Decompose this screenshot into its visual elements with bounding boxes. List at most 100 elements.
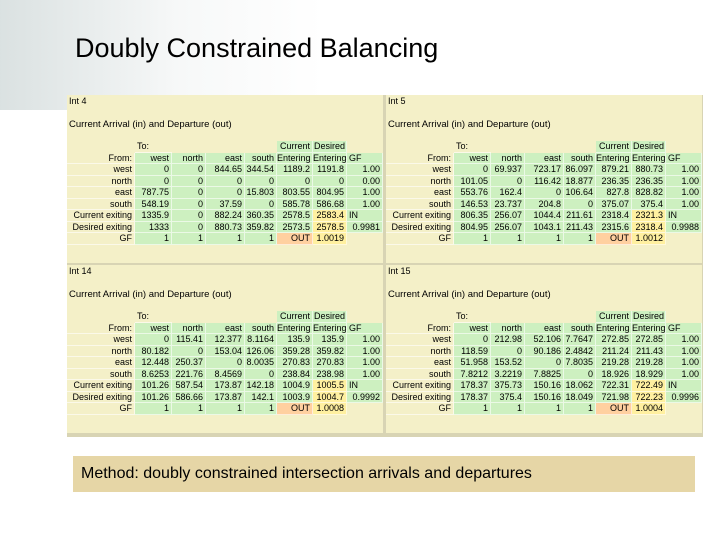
panel: Int 4 Current Arrival (in) and Departure … bbox=[67, 95, 383, 263]
table-cell: 882.24 bbox=[206, 210, 245, 222]
table-row: east 51.958 153.52 0 7.8035 219.28 219.28 1.00 bbox=[386, 357, 702, 369]
table-cell: 178.37 bbox=[454, 391, 491, 403]
table-cell: east bbox=[386, 187, 454, 199]
table-cell: 0 bbox=[454, 164, 491, 176]
table-cell: 1.00 bbox=[666, 175, 702, 187]
column-header: east bbox=[525, 322, 564, 334]
table-cell: 256.07 bbox=[491, 210, 525, 222]
table-cell: 15.803 bbox=[245, 187, 277, 199]
column-header: west bbox=[454, 322, 491, 334]
table-cell: 803.55 bbox=[277, 187, 313, 199]
table-cell: 1 bbox=[454, 403, 491, 415]
table-cell: 1.00 bbox=[347, 187, 383, 199]
table-cell: 1 bbox=[245, 403, 277, 415]
table-cell: 880.73 bbox=[632, 164, 666, 176]
table-cell: 0.00 bbox=[347, 175, 383, 187]
table-cell: 548.19 bbox=[135, 198, 172, 210]
table-cell: 18.877 bbox=[564, 175, 596, 187]
column-header: GF bbox=[347, 322, 383, 334]
table-cell: 0 bbox=[313, 175, 347, 187]
table-cell: 90.186 bbox=[525, 345, 564, 357]
table-cell: 18.049 bbox=[564, 391, 596, 403]
table-cell: east bbox=[67, 187, 135, 199]
table-cell: 344.54 bbox=[245, 164, 277, 176]
table-cell: east bbox=[67, 357, 135, 369]
table-row: Desired exiting 1333 0 880.73 359.82 2573.5 25… bbox=[67, 221, 383, 233]
table-cell: 1.0004 bbox=[632, 403, 666, 415]
table-cell: 1 bbox=[454, 233, 491, 245]
panel-subtitle: Current Arrival (in) and Departure (out) bbox=[69, 119, 232, 130]
table-row: west 0 0 844.65 344.54 1189.2 1191.8 1.00 bbox=[67, 164, 383, 176]
table-cell: 12.377 bbox=[206, 334, 245, 346]
table-cell: 69.937 bbox=[491, 164, 525, 176]
table-cell: 86.097 bbox=[564, 164, 596, 176]
header-row: From: west north east south Entering Entering G… bbox=[386, 152, 702, 164]
table-cell: 52.106 bbox=[525, 334, 564, 346]
panel-subtitle: Current Arrival (in) and Departure (out) bbox=[388, 289, 551, 300]
table-cell: 150.16 bbox=[525, 380, 564, 392]
header-row: To: Current Desired bbox=[67, 141, 383, 153]
column-header: south bbox=[564, 322, 596, 334]
table-cell: 7.7647 bbox=[564, 334, 596, 346]
table-cell: 1 bbox=[206, 233, 245, 245]
header-cell: To: bbox=[454, 141, 491, 153]
table-cell: 723.17 bbox=[525, 164, 564, 176]
header-row: From: west north east south Entering Entering G… bbox=[67, 322, 383, 334]
table-cell: 0 bbox=[525, 187, 564, 199]
table-cell: south bbox=[67, 198, 135, 210]
column-header: Entering bbox=[277, 152, 313, 164]
table-cell: 0 bbox=[564, 198, 596, 210]
table-cell: 0.9992 bbox=[347, 391, 383, 403]
table-cell: 212.98 bbox=[491, 334, 525, 346]
table-row: Current exiting 806.35 256.07 1044.4 211.61 2… bbox=[386, 210, 702, 222]
table-cell: Current exiting bbox=[386, 210, 454, 222]
panel-label: Int 15 bbox=[388, 266, 411, 276]
table-cell: OUT bbox=[277, 233, 313, 245]
table-cell: 0 bbox=[206, 175, 245, 187]
table-cell: 272.85 bbox=[596, 334, 632, 346]
header-row: To: Current Desired bbox=[67, 311, 383, 323]
panel-label: Int 5 bbox=[388, 96, 406, 106]
table-cell: Desired exiting bbox=[386, 221, 454, 233]
table-cell: OUT bbox=[277, 403, 313, 415]
table-cell: IN bbox=[347, 210, 383, 222]
table-cell: 37.59 bbox=[206, 198, 245, 210]
table-cell: 3.2219 bbox=[491, 368, 525, 380]
table-cell: 0 bbox=[277, 175, 313, 187]
table-cell: 722.31 bbox=[596, 380, 632, 392]
table-row: Desired exiting 178.37 375.4 150.16 18.049 72… bbox=[386, 391, 702, 403]
table-cell: 0 bbox=[525, 357, 564, 369]
table-cell: 0 bbox=[454, 334, 491, 346]
spreadsheet: Int 4 Current Arrival (in) and Departure … bbox=[67, 95, 703, 437]
table-cell: 722.23 bbox=[632, 391, 666, 403]
table-cell: 173.87 bbox=[206, 380, 245, 392]
column-header: north bbox=[491, 152, 525, 164]
table-cell: 375.73 bbox=[491, 380, 525, 392]
table-cell: 0 bbox=[491, 345, 525, 357]
table-cell: north bbox=[386, 175, 454, 187]
header-cell: To: bbox=[135, 311, 172, 323]
table-cell: 1 bbox=[135, 403, 172, 415]
column-header: north bbox=[172, 322, 206, 334]
table-row: west 0 212.98 52.106 7.7647 272.85 272.85 1.00 bbox=[386, 334, 702, 346]
header-cell: Desired bbox=[313, 141, 347, 153]
table-row: east 553.76 162.4 0 106.64 827.8 828.82 1.00 bbox=[386, 187, 702, 199]
table-cell: 7.8825 bbox=[525, 368, 564, 380]
table-cell: Current exiting bbox=[67, 210, 135, 222]
panel: Int 5 Current Arrival (in) and Departure … bbox=[386, 95, 702, 263]
table-row: GF 1 1 1 1 OUT 1.0019 bbox=[67, 233, 383, 245]
column-header: GF bbox=[347, 152, 383, 164]
table-cell: 1.00 bbox=[666, 164, 702, 176]
table-cell: Desired exiting bbox=[67, 391, 135, 403]
table-cell: 1 bbox=[564, 403, 596, 415]
table-cell: 219.28 bbox=[596, 357, 632, 369]
table-cell: IN bbox=[666, 210, 702, 222]
column-header: From: bbox=[386, 152, 454, 164]
column-header: Entering bbox=[277, 322, 313, 334]
column-header: GF bbox=[666, 322, 702, 334]
column-header: west bbox=[454, 152, 491, 164]
table-cell: 1.00 bbox=[347, 164, 383, 176]
table-cell: OUT bbox=[596, 403, 632, 415]
header-row: To: Current Desired bbox=[386, 311, 702, 323]
